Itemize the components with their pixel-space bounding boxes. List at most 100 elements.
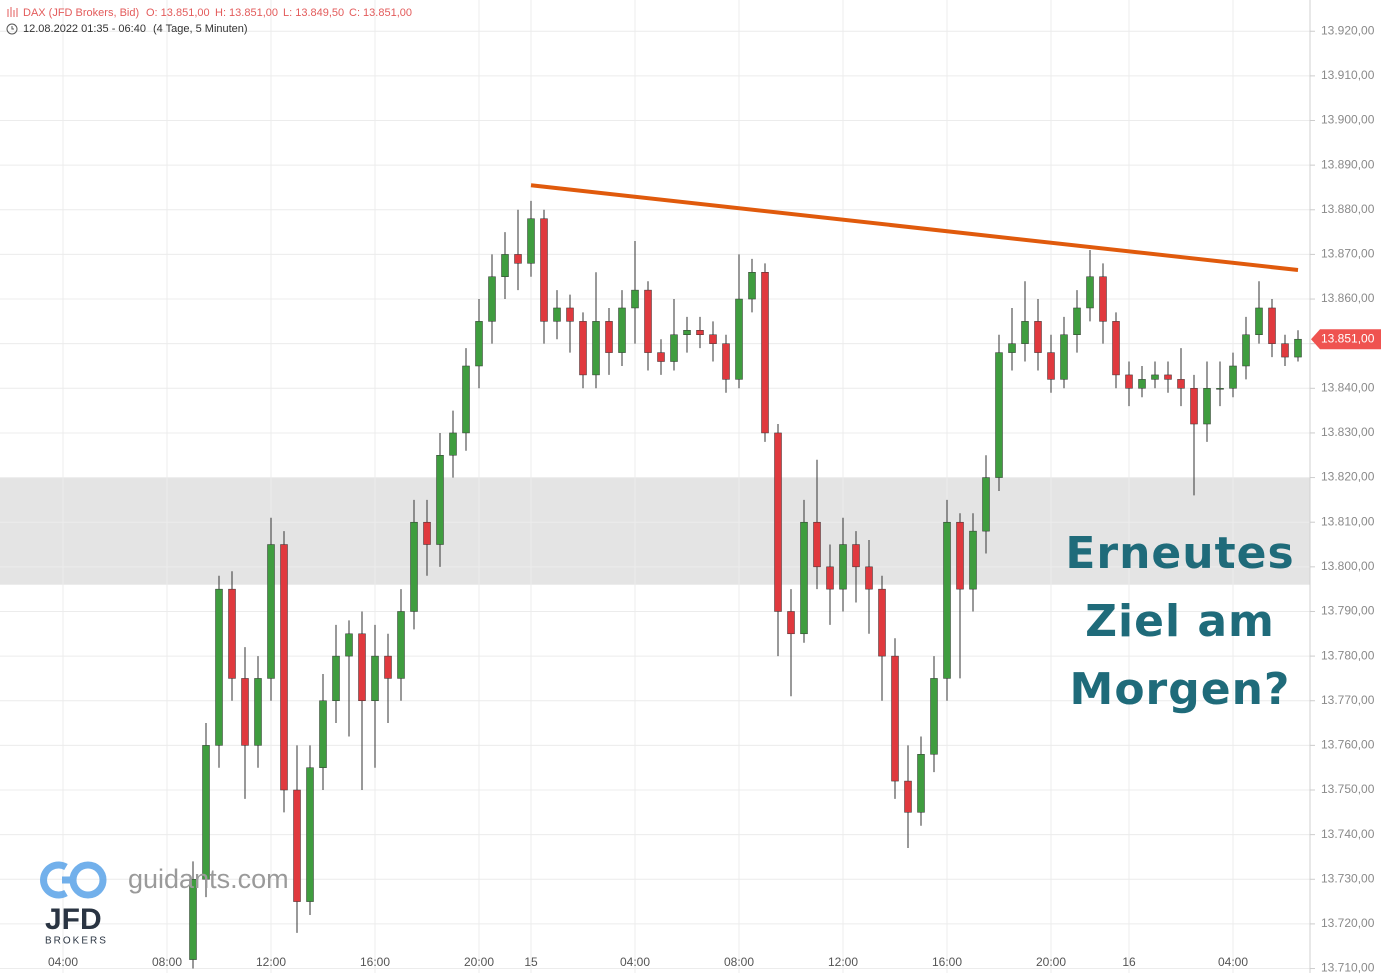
grid (0, 0, 1310, 973)
x-tick-label: 12:00 (256, 955, 286, 969)
y-tick-label: 13.840,00 (1321, 380, 1375, 394)
candle-body (735, 298, 743, 380)
ohlc-high: H: 13.851,00 (215, 7, 278, 19)
y-tick-label: 13.760,00 (1321, 738, 1375, 752)
y-tick-label: 13.720,00 (1321, 916, 1375, 930)
candle-body (566, 307, 574, 322)
last-price-label: 13.851,00 (1321, 331, 1375, 345)
annotation: Erneutes (1065, 528, 1294, 579)
candle-body (1203, 388, 1211, 425)
x-tick-label: 16:00 (360, 955, 390, 969)
candle-body (1060, 334, 1068, 380)
annotation: Morgen? (1070, 664, 1291, 715)
candle-body (1138, 379, 1146, 389)
x-tick-label: 20:00 (464, 955, 494, 969)
candle-body (540, 218, 548, 322)
candle-body (410, 521, 418, 612)
candle-body (345, 633, 353, 657)
candle-body (228, 588, 236, 679)
candle-body (839, 544, 847, 590)
ohlc-open: O: 13.851,00 (146, 7, 210, 19)
candle-body (956, 521, 964, 590)
x-tick-label: 04:00 (1218, 955, 1248, 969)
candle-body (722, 343, 730, 380)
candle-body (1242, 334, 1250, 367)
logo-brand: JFD (45, 903, 102, 936)
candle-body (1099, 276, 1107, 322)
candle-body (1164, 374, 1172, 380)
y-tick-label: 13.820,00 (1321, 470, 1375, 484)
candle-body (514, 254, 522, 264)
candle-body (852, 544, 860, 568)
candle-body (462, 365, 470, 434)
clock-icon (6, 23, 18, 35)
candle-body (592, 321, 600, 376)
y-tick-label: 13.870,00 (1321, 247, 1375, 261)
x-tick-label: 16 (1122, 955, 1136, 969)
candle-body (189, 879, 197, 960)
candle-body (657, 352, 665, 362)
candle-body (943, 521, 951, 679)
candle-body (1151, 374, 1159, 380)
candle-body (254, 678, 262, 746)
candle-body (553, 307, 561, 322)
candle-body (1021, 321, 1029, 344)
symbol: DAX (JFD Brokers, Bid) (23, 7, 139, 19)
y-tick-label: 13.730,00 (1321, 871, 1375, 885)
y-tick-label: 13.790,00 (1321, 604, 1375, 618)
annotation: Ziel am (1085, 596, 1275, 647)
candle-body (384, 655, 392, 679)
candle-body (995, 352, 1003, 478)
candle-body (1125, 374, 1133, 389)
candle-body (787, 611, 795, 635)
candle-body (800, 521, 808, 635)
candle-body (748, 272, 756, 300)
x-tick-label: 16:00 (932, 955, 962, 969)
candle-body (475, 321, 483, 367)
candle-body (215, 588, 223, 746)
logo (40, 861, 107, 899)
y-tick-label: 13.910,00 (1321, 68, 1375, 82)
date-span: (4 Tage, 5 Minuten) (153, 23, 248, 35)
watermark-site: guidants.com (128, 864, 289, 894)
candle-body (696, 330, 704, 335)
candle-body (982, 477, 990, 532)
y-tick-label: 13.860,00 (1321, 291, 1375, 305)
candle-body (683, 330, 691, 335)
x-tick-label: 08:00 (724, 955, 754, 969)
candle-body (280, 544, 288, 791)
candle-body (891, 655, 899, 782)
plot-area (189, 183, 1302, 969)
candle-body (423, 521, 431, 545)
candle-body (709, 334, 717, 344)
candle-body (202, 745, 210, 880)
date-range: 12.08.2022 01:35 - 06:40 (23, 23, 146, 35)
candle-body (1073, 307, 1081, 335)
candle-body (501, 254, 509, 277)
candle-body (1034, 321, 1042, 353)
candle-body (436, 455, 444, 545)
header-icon (7, 7, 18, 17)
candle-body (358, 633, 366, 701)
candle-body (1112, 321, 1120, 376)
candle-body (865, 566, 873, 590)
candle-body (930, 678, 938, 755)
candle-body (1281, 343, 1289, 358)
y-tick-label: 13.920,00 (1321, 23, 1375, 37)
x-tick-label: 12:00 (828, 955, 858, 969)
candle-body (267, 544, 275, 679)
y-tick-label: 13.800,00 (1321, 559, 1375, 573)
candle-body (306, 767, 314, 902)
y-tick-label: 13.780,00 (1321, 648, 1375, 662)
y-tick-label: 13.810,00 (1321, 514, 1375, 528)
labels: 13.710,00 13.720,00 13.730,00 13.740,00 13.7… (48, 23, 1381, 973)
candle-body (774, 432, 782, 612)
y-tick-label: 13.830,00 (1321, 425, 1375, 439)
candle-body (241, 678, 249, 746)
candle-body (969, 530, 977, 590)
candle-body (1294, 338, 1302, 358)
clock-hands (11, 26, 14, 30)
y-tick-label: 13.880,00 (1321, 202, 1375, 216)
last-price-tag (1311, 329, 1381, 350)
